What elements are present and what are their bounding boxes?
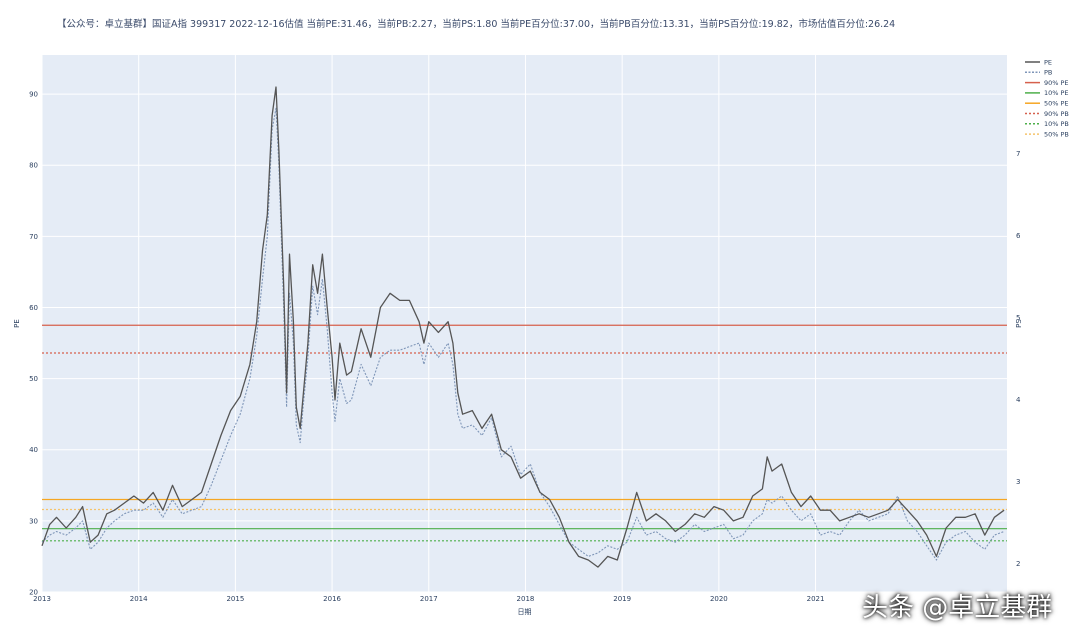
series-line-pb <box>41 107 1005 561</box>
y2-axis-label: PS <box>1015 319 1023 328</box>
legend-item-label[interactable]: 90% PE <box>1044 79 1069 87</box>
x-tick-label: 2020 <box>710 595 728 603</box>
y-tick-label: 70 <box>29 233 38 241</box>
y2-tick-label: 4 <box>1016 396 1021 404</box>
y-axis-ticks: 20 30 40 50 60 70 80 90 <box>29 91 38 597</box>
y-tick-label: 60 <box>29 304 38 312</box>
x-tick-label: 2016 <box>323 595 341 603</box>
y2-tick-label: 2 <box>1016 560 1020 568</box>
legend-item-label[interactable]: PB <box>1044 69 1052 77</box>
x-tick-label: 2017 <box>420 595 438 603</box>
legend-item-label[interactable]: PE <box>1044 58 1052 66</box>
y-tick-label: 90 <box>29 91 38 99</box>
legend-item-label[interactable]: 50% PE <box>1044 100 1069 108</box>
y2-tick-label: 6 <box>1016 232 1021 240</box>
series-lines <box>41 86 1005 568</box>
y-tick-label: 30 <box>29 517 38 525</box>
y-tick-label: 20 <box>29 589 38 597</box>
legend-item-label[interactable]: 50% PB <box>1044 130 1069 138</box>
plot-area <box>42 55 1007 592</box>
watermark: 头条 @卓立基群 <box>862 593 1053 623</box>
y2-tick-label: 7 <box>1016 150 1020 158</box>
grid-lines <box>41 55 1007 593</box>
y2-axis-ticks: 2 3 4 5 6 7 <box>1016 150 1021 568</box>
y-axis-label: PE <box>13 319 21 328</box>
y-tick-label: 80 <box>29 162 38 170</box>
legend-item-label[interactable]: 10% PE <box>1044 89 1069 97</box>
legend-item-label[interactable]: 90% PB <box>1044 110 1069 118</box>
x-tick-label: 2021 <box>807 595 825 603</box>
x-tick-label: 2013 <box>33 595 51 603</box>
x-axis-ticks: 2013 2014 2015 2016 2017 2018 2019 2020 2021 <box>33 595 824 603</box>
y-tick-label: 40 <box>29 446 38 454</box>
legend-item-label[interactable]: 10% PB <box>1044 120 1069 128</box>
y2-tick-label: 5 <box>1016 314 1020 322</box>
x-tick-label: 2015 <box>226 595 244 603</box>
x-tick-label: 2014 <box>130 595 148 603</box>
legend[interactable]: PE PB 90% PE 10% PE 50% PE 90% PB 10% PB 50% PB <box>1025 58 1069 138</box>
y2-tick-label: 3 <box>1016 478 1020 486</box>
series-line-pe <box>41 86 1005 568</box>
x-tick-label: 2019 <box>613 595 631 603</box>
chart-title: 【公众号：卓立基群】国证A指 399317 2022-12-16估值 当前PE:… <box>57 19 896 30</box>
reference-lines <box>42 324 1007 542</box>
y-tick-label: 50 <box>29 375 38 383</box>
x-axis-label: 日期 <box>518 608 532 616</box>
x-tick-label: 2018 <box>517 595 535 603</box>
